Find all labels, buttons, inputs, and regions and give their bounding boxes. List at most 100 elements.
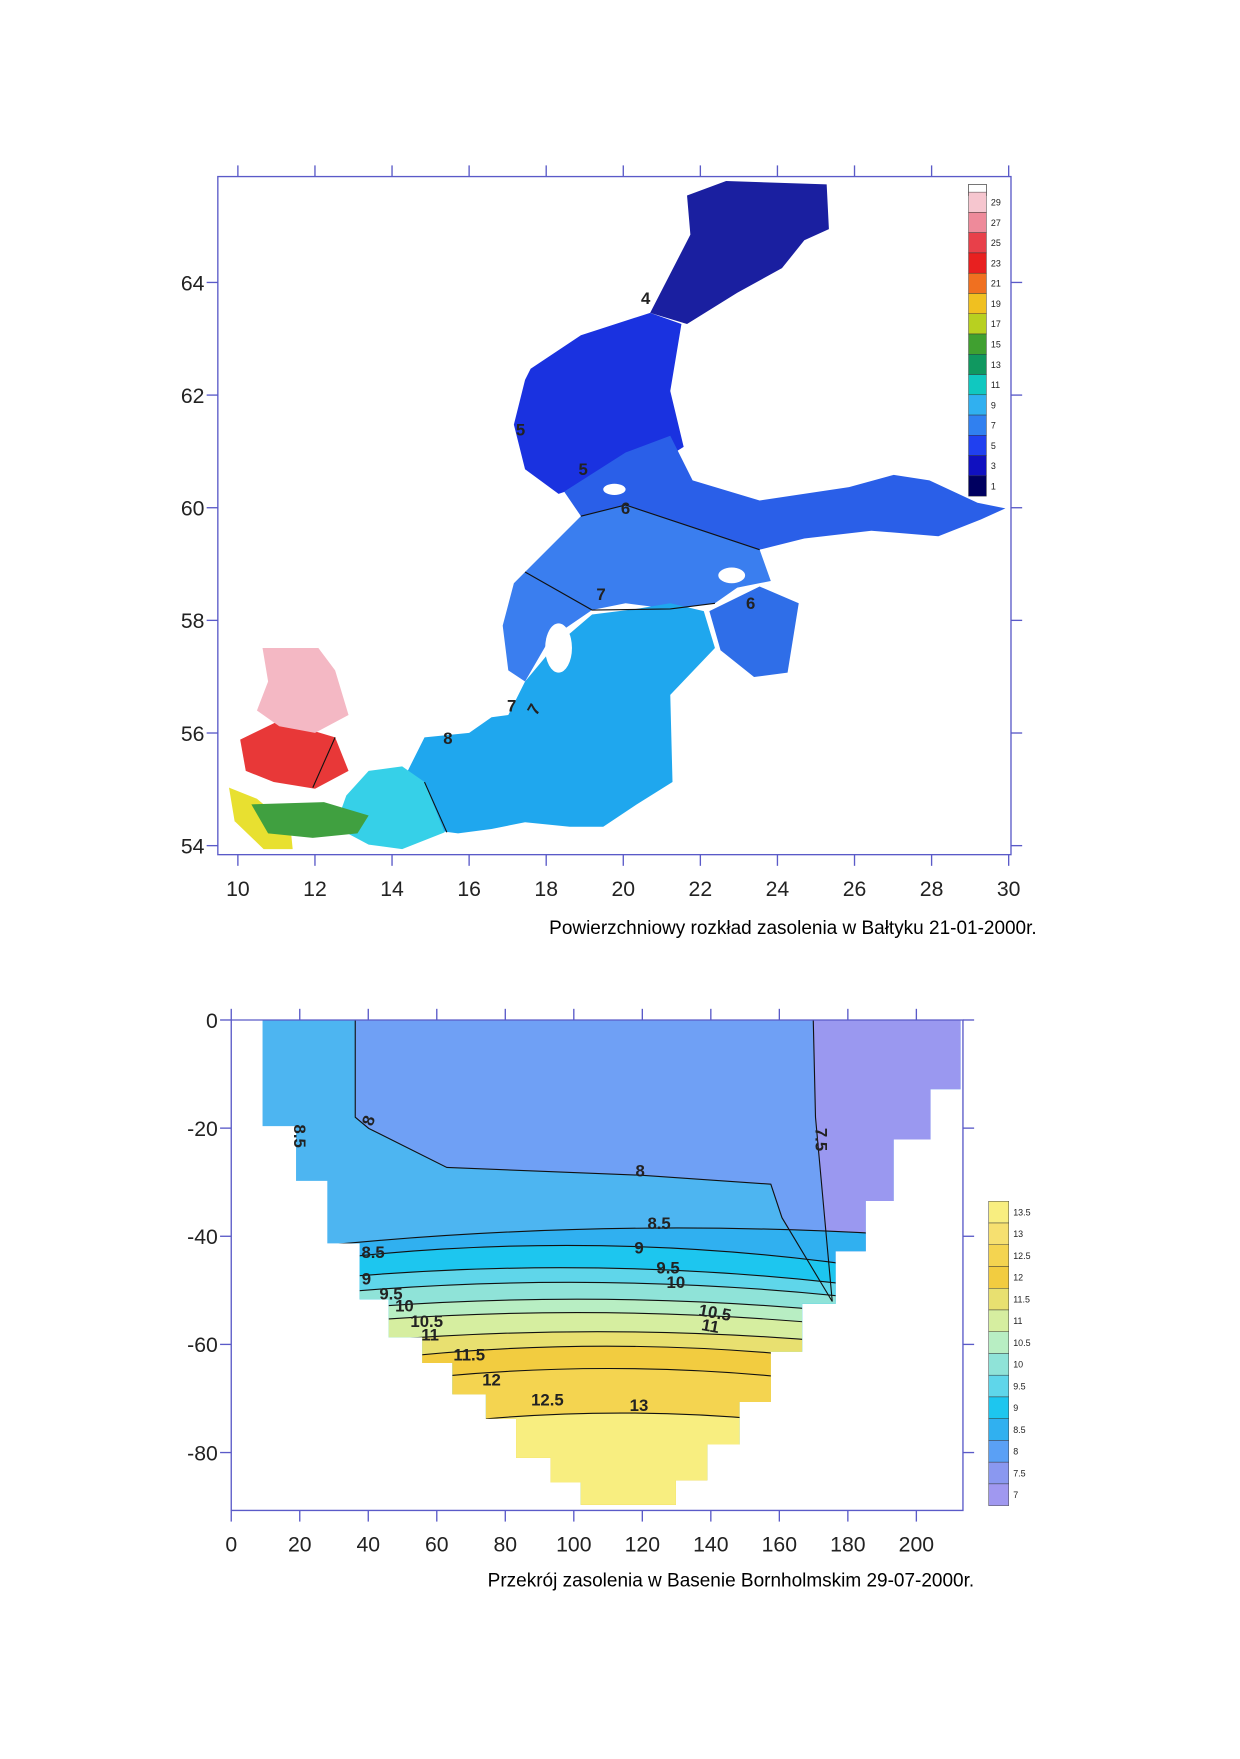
- contour-label: 6: [621, 499, 630, 518]
- x-tick-label: 20: [288, 1534, 312, 1557]
- contour-label: 9.5: [379, 1284, 402, 1303]
- x-tick-label: 24: [766, 878, 790, 901]
- colorbar-swatch: [968, 475, 987, 497]
- x-tick-label: 26: [843, 878, 867, 901]
- colorbar-label: 9.5: [1013, 1381, 1025, 1391]
- contour-label: 10.5: [410, 1312, 443, 1331]
- contour-label: 9.5: [656, 1259, 679, 1278]
- contour-label: 8: [443, 729, 452, 748]
- contour-label: 12: [482, 1370, 501, 1389]
- colorbar-swatch: [988, 1374, 1009, 1398]
- colorbar-swatch: [968, 354, 987, 375]
- colorbar-label: 7: [991, 421, 996, 431]
- colorbar-label: 10: [1013, 1360, 1023, 1370]
- y-tick-label: -40: [187, 1226, 218, 1249]
- colorbar-swatch: [968, 394, 987, 416]
- colorbar-label: 12: [1013, 1273, 1023, 1283]
- x-tick-label: 180: [830, 1534, 865, 1557]
- figure-caption: Przekrój zasolenia w Basenie Bornholmski…: [488, 1570, 974, 1591]
- contour-label: 10: [395, 1297, 414, 1316]
- colorbar-swatch: [968, 293, 987, 314]
- x-tick-label: 200: [899, 1534, 934, 1557]
- colorbar-label: 13: [991, 360, 1001, 370]
- colorbar-label: 13: [1013, 1229, 1023, 1239]
- x-tick-label: 16: [457, 878, 481, 901]
- section-fill: [262, 1019, 961, 1505]
- x-tick-label: 14: [380, 878, 404, 901]
- contour-label: 8: [635, 1161, 644, 1180]
- x-tick-label: 40: [356, 1534, 380, 1557]
- contour-band: [262, 1413, 961, 1505]
- map-frame: [217, 175, 1012, 856]
- y-tick-label: -60: [187, 1334, 218, 1357]
- colorbar-swatch: [968, 374, 987, 396]
- contour-label: 7: [507, 697, 516, 716]
- contour-label: 9: [634, 1238, 643, 1257]
- contour-label: 13: [630, 1396, 649, 1415]
- colorbar-swatch: [968, 232, 987, 254]
- colorbar-swatch: [988, 1440, 1009, 1463]
- colorbar-swatch: [968, 212, 987, 233]
- colorbar-label: 12.5: [1013, 1251, 1030, 1261]
- contour-label: 5: [516, 421, 525, 440]
- colorbar-label: 8: [1013, 1447, 1018, 1457]
- colorbar-label: 25: [991, 238, 1001, 248]
- x-tick-label: 120: [625, 1534, 660, 1557]
- contour-label: 8.5: [361, 1243, 384, 1262]
- contour-label: 4: [641, 289, 651, 308]
- y-tick-label: 60: [181, 498, 205, 521]
- x-tick-label: 80: [493, 1534, 517, 1557]
- colorbar-swatch: [968, 272, 987, 294]
- colorbar-label: 3: [991, 461, 996, 471]
- y-tick-label: -20: [187, 1118, 218, 1141]
- colorbar-label: 15: [991, 339, 1001, 349]
- colorbar-swatch: [988, 1418, 1009, 1441]
- colorbar-swatch: [988, 1222, 1009, 1245]
- colorbar-label: 29: [991, 198, 1001, 208]
- contour-label: 11: [700, 1315, 721, 1337]
- colorbar-swatch: [968, 252, 987, 274]
- x-tick-label: 20: [611, 878, 635, 901]
- colorbar-swatch: [968, 191, 987, 213]
- contour-label: 11: [421, 1326, 439, 1345]
- colorbar-swatch: [968, 313, 987, 335]
- colorbar-label: 7.5: [1013, 1468, 1025, 1478]
- colorbar-label: 27: [991, 218, 1001, 228]
- x-tick-label: 18: [534, 878, 558, 901]
- colorbar-swatch: [968, 435, 987, 456]
- colorbar-label: 11: [1013, 1316, 1022, 1326]
- colorbar-label: 19: [991, 299, 1001, 309]
- contour-label: 8.5: [647, 1214, 670, 1233]
- colorbar-swatch: [988, 1396, 1009, 1419]
- x-tick-label: 30: [997, 878, 1021, 901]
- y-tick-label: 64: [181, 272, 205, 295]
- colorbar-label: 13.5: [1013, 1207, 1030, 1217]
- colorbar-label: 8.5: [1013, 1425, 1025, 1435]
- x-tick-label: 10: [226, 878, 250, 901]
- contour-label: 7: [596, 585, 605, 604]
- colorbar-label: 17: [991, 319, 1001, 329]
- colorbar-label: 21: [991, 279, 1001, 289]
- x-tick-label: 100: [556, 1534, 591, 1557]
- contour-label: 10: [667, 1273, 686, 1292]
- colorbar-swatch: [988, 1461, 1009, 1485]
- colorbar-label: 7: [1013, 1490, 1018, 1500]
- colorbar-swatch: [968, 414, 987, 436]
- colorbar-swatch: [988, 1309, 1009, 1332]
- x-tick-label: 0: [225, 1534, 237, 1557]
- colorbar-label: 1: [991, 481, 996, 491]
- contour-label: 5: [578, 460, 587, 479]
- colorbar-label: 9: [1013, 1403, 1018, 1413]
- colorbar-swatch: [988, 1201, 1009, 1224]
- y-tick-label: 54: [181, 835, 205, 858]
- figure-caption: Powierzchniowy rozkład zasolenia w Bałty…: [549, 918, 1037, 939]
- colorbar-swatch: [988, 1266, 1009, 1289]
- y-tick-label: 56: [181, 723, 205, 746]
- colorbar-swatch: [988, 1288, 1009, 1311]
- x-tick-label: 12: [303, 878, 327, 901]
- colorbar-label: 10.5: [1013, 1338, 1030, 1348]
- contour-label: 6: [746, 594, 755, 613]
- x-tick-label: 160: [762, 1534, 797, 1557]
